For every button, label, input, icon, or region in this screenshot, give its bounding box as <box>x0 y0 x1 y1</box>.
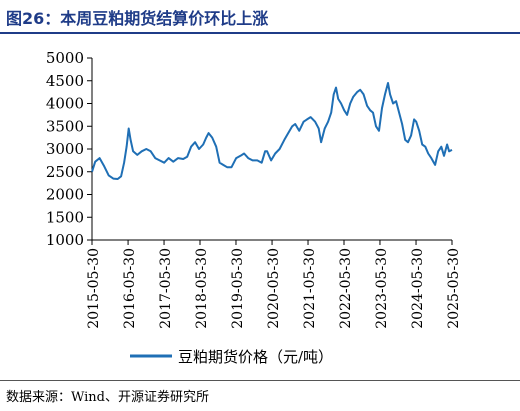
y-tick-label: 1000 <box>46 231 84 249</box>
y-tick-label: 4500 <box>46 72 84 90</box>
x-tick-label: 2024-05-30 <box>410 248 426 329</box>
x-tick-label: 2015-05-30 <box>86 248 102 329</box>
y-tick-label: 5000 <box>46 49 84 67</box>
y-tick-label: 2500 <box>46 163 84 181</box>
x-tick-label: 2018-05-30 <box>194 248 210 329</box>
x-tick-label: 2020-05-30 <box>266 248 282 329</box>
legend-label: 豆粕期货价格（元/吨） <box>178 348 333 366</box>
y-tick-label: 2000 <box>46 186 84 204</box>
x-tick-label: 2023-05-30 <box>374 248 390 329</box>
title-divider <box>0 32 520 34</box>
chart-area: 1000 1500 2000 2500 3000 3500 4000 4500 5000 2015… <box>0 36 520 376</box>
y-tick-label: 1500 <box>46 208 84 226</box>
x-tick-label: 2025-05-30 <box>446 248 462 329</box>
source-note: 数据来源：Wind、开源证券研究所 <box>6 390 209 405</box>
x-tick-label: 2017-05-30 <box>158 248 174 329</box>
y-tick-label: 3000 <box>46 140 84 158</box>
x-tick-label: 2022-05-30 <box>338 248 354 329</box>
figure-header: 图26：本周豆粕期货结算价环比上涨 <box>0 0 520 34</box>
line-chart: 1000 1500 2000 2500 3000 3500 4000 4500 5000 2015… <box>46 49 462 366</box>
x-tick-label: 2019-05-30 <box>230 248 246 329</box>
y-tick-label: 4000 <box>46 95 84 113</box>
source-divider <box>0 380 520 381</box>
y-tick-label: 3500 <box>46 117 84 135</box>
x-tick-label: 2016-05-30 <box>122 248 138 329</box>
x-tick-label: 2021-05-30 <box>302 248 318 329</box>
figure-title: 图26：本周豆粕期货结算价环比上涨 <box>6 9 269 28</box>
series-line-0 <box>91 82 453 180</box>
